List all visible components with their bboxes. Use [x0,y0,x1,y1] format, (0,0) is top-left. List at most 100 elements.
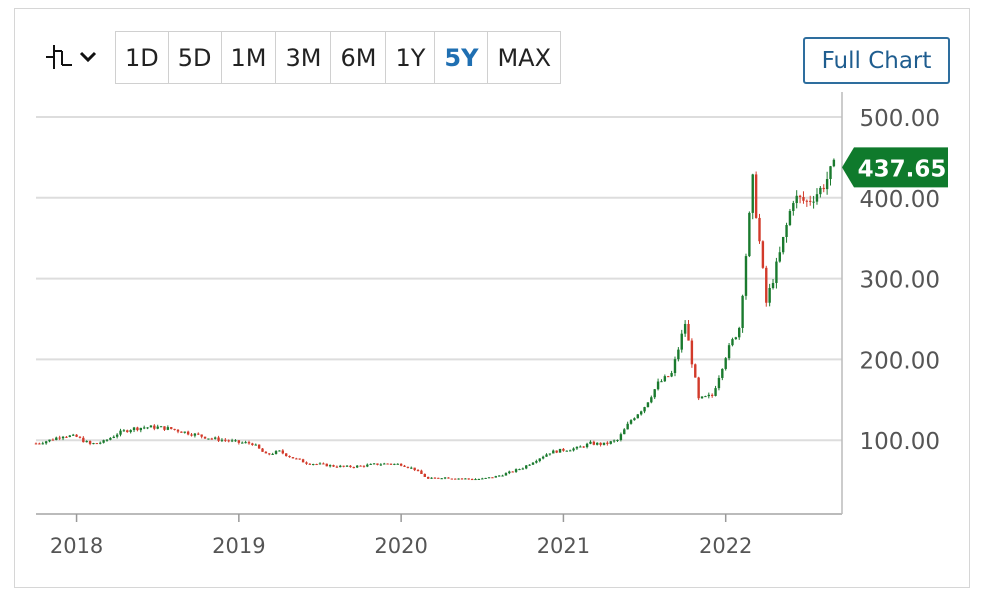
candle-body [193,433,197,436]
candle-body [430,477,433,479]
range-1y-button[interactable]: 1Y [386,32,436,83]
candle-body [700,396,704,399]
candle-body [332,465,335,467]
candle-body [785,225,788,238]
candle-body [92,443,95,445]
candle-body [704,396,707,398]
candle-body [528,464,531,466]
candle-body [186,431,190,435]
last-price-badge [842,147,948,188]
range-5d-button[interactable]: 5D [168,32,222,83]
candlestick-icon [46,45,72,69]
full-chart-button[interactable]: Full Chart [803,37,950,84]
range-6m-button[interactable]: 6M [331,32,387,83]
candle-body [389,463,393,465]
candle-body [623,429,626,435]
candle-body [75,434,78,437]
candle-body [55,437,58,440]
range-max-button[interactable]: MAX [488,32,561,83]
candle-body [812,201,815,203]
candle-body [575,446,579,449]
candle-body [325,463,328,467]
candle-body [119,430,122,435]
chart-type-selector[interactable] [44,40,98,74]
x-tick-label: 2022 [699,534,752,558]
candle-body [352,467,356,469]
candle-body [639,411,643,415]
candle-body [339,465,342,468]
candle-body [112,436,115,438]
candle-body [383,463,386,465]
candle-body [345,465,349,467]
candle-body [731,339,734,346]
candle-body [139,427,143,431]
candle-body [724,358,727,369]
candle-body [190,434,193,436]
range-selector: 1D 5D 1M 3M 6M 1Y 5Y MAX [115,31,562,84]
candle-body [477,478,481,480]
candle-body [683,323,687,334]
candle-body [183,431,186,433]
candle-body [775,261,778,283]
candle-body [741,295,744,328]
candle-body [291,457,295,459]
candle-body [633,418,636,421]
candle-body [825,179,829,190]
candle-body [589,441,592,444]
candle-body [829,166,832,180]
candle-body [396,463,399,465]
candle-body [355,465,359,468]
candle-body [153,425,156,429]
range-3m-button[interactable]: 3M [276,32,332,83]
candle-body [149,425,153,428]
candle-body [88,441,92,444]
candle-body [457,478,460,480]
candle-body [660,381,663,383]
candle-body [481,478,484,480]
candle-body [203,436,207,439]
candle-body [798,195,802,198]
candle-body [403,465,406,467]
candle-body [224,439,227,441]
candle-body [582,446,585,448]
candle-body [342,465,345,467]
candle-body [714,388,717,396]
candle-body [454,478,457,480]
range-1d-button[interactable]: 1D [116,32,169,83]
candle-body [525,465,528,469]
candle-body [247,442,251,444]
candle-body [301,459,305,463]
candle-body [146,427,149,429]
candle-body [159,426,163,428]
candle-body [271,453,274,455]
candle-body [758,217,761,242]
candle-body [318,463,322,465]
candle-body [707,394,710,397]
candle-body [744,256,748,296]
candle-body [464,478,467,480]
candle-body [362,465,366,467]
candle-body [470,479,474,481]
candle-body [41,443,44,445]
candle-body [420,470,423,474]
candle-body [694,364,697,378]
candle-body [450,478,454,480]
candle-body [518,469,521,471]
candle-body [34,443,38,445]
candle-body [792,203,795,211]
candle-body [142,427,146,429]
candle-body [761,241,765,268]
candle-body [102,440,105,443]
candle-body [386,463,389,465]
candle-body [673,359,677,374]
candle-body [312,464,315,466]
candle-body [410,467,413,469]
range-1m-button[interactable]: 1M [221,32,277,83]
range-5y-button[interactable]: 5Y [435,32,489,83]
candle-body [751,174,754,213]
candle-body [687,323,690,341]
y-tick-label: 500.00 [860,106,940,132]
candle-body [48,439,51,442]
candle-body [636,414,639,419]
candle-body [460,478,464,480]
